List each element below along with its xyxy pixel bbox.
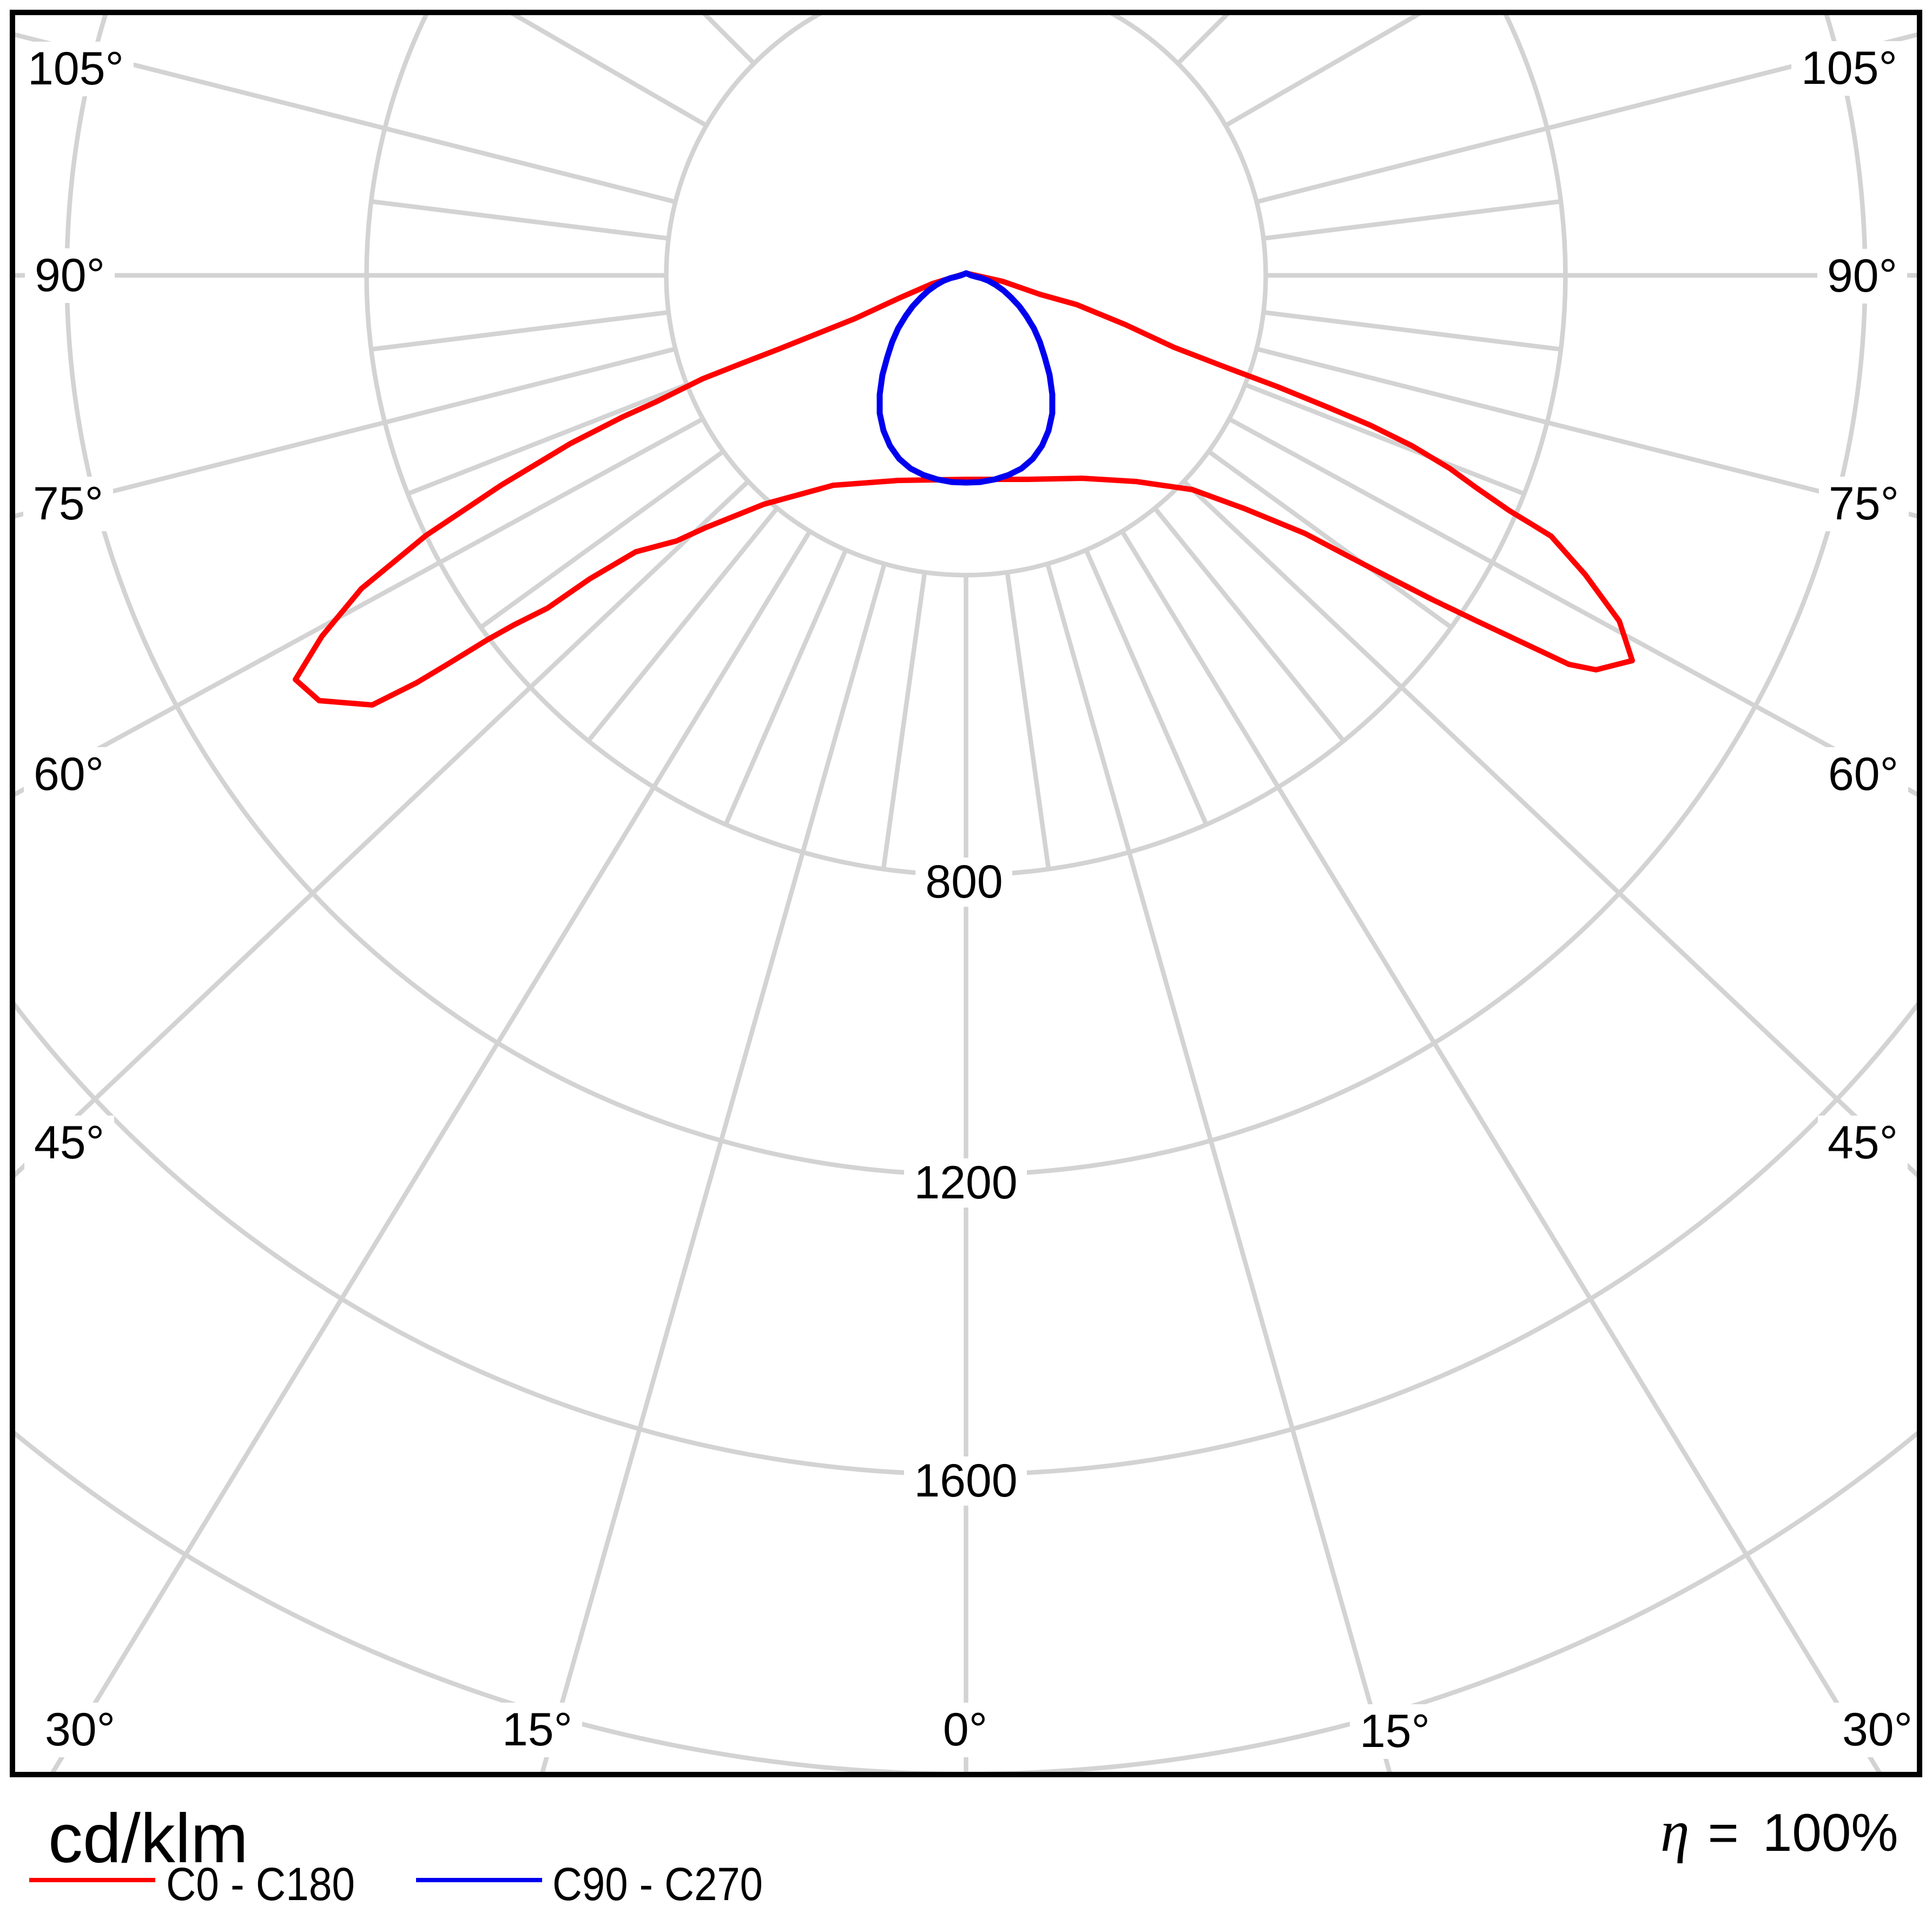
svg-text:45°: 45° [34,1117,104,1169]
svg-text:75°: 75° [33,478,103,530]
svg-text:45°: 45° [1828,1117,1898,1169]
svg-text:30°: 30° [1842,1704,1913,1756]
svg-text:90°: 90° [35,249,105,301]
svg-text:cd/klm: cd/klm [48,1800,248,1877]
svg-text:15°: 15° [1360,1705,1430,1757]
svg-text:75°: 75° [1829,478,1899,530]
svg-text:60°: 60° [1828,748,1898,800]
svg-text:0°: 0° [943,1704,987,1756]
svg-text:105°: 105° [1801,42,1897,94]
svg-text:1200: 1200 [914,1157,1017,1209]
svg-text:105°: 105° [28,43,124,95]
svg-text:15°: 15° [502,1704,572,1756]
svg-text:30°: 30° [45,1704,115,1756]
svg-text:60°: 60° [34,748,104,800]
svg-text:C90 - C270: C90 - C270 [552,1858,763,1910]
svg-text:η=100%: η = 100% [1660,1799,1898,1864]
svg-text:C0 - C180: C0 - C180 [166,1858,355,1910]
svg-text:800: 800 [925,856,1003,908]
svg-text:1600: 1600 [914,1455,1017,1507]
svg-text:90°: 90° [1827,250,1897,302]
